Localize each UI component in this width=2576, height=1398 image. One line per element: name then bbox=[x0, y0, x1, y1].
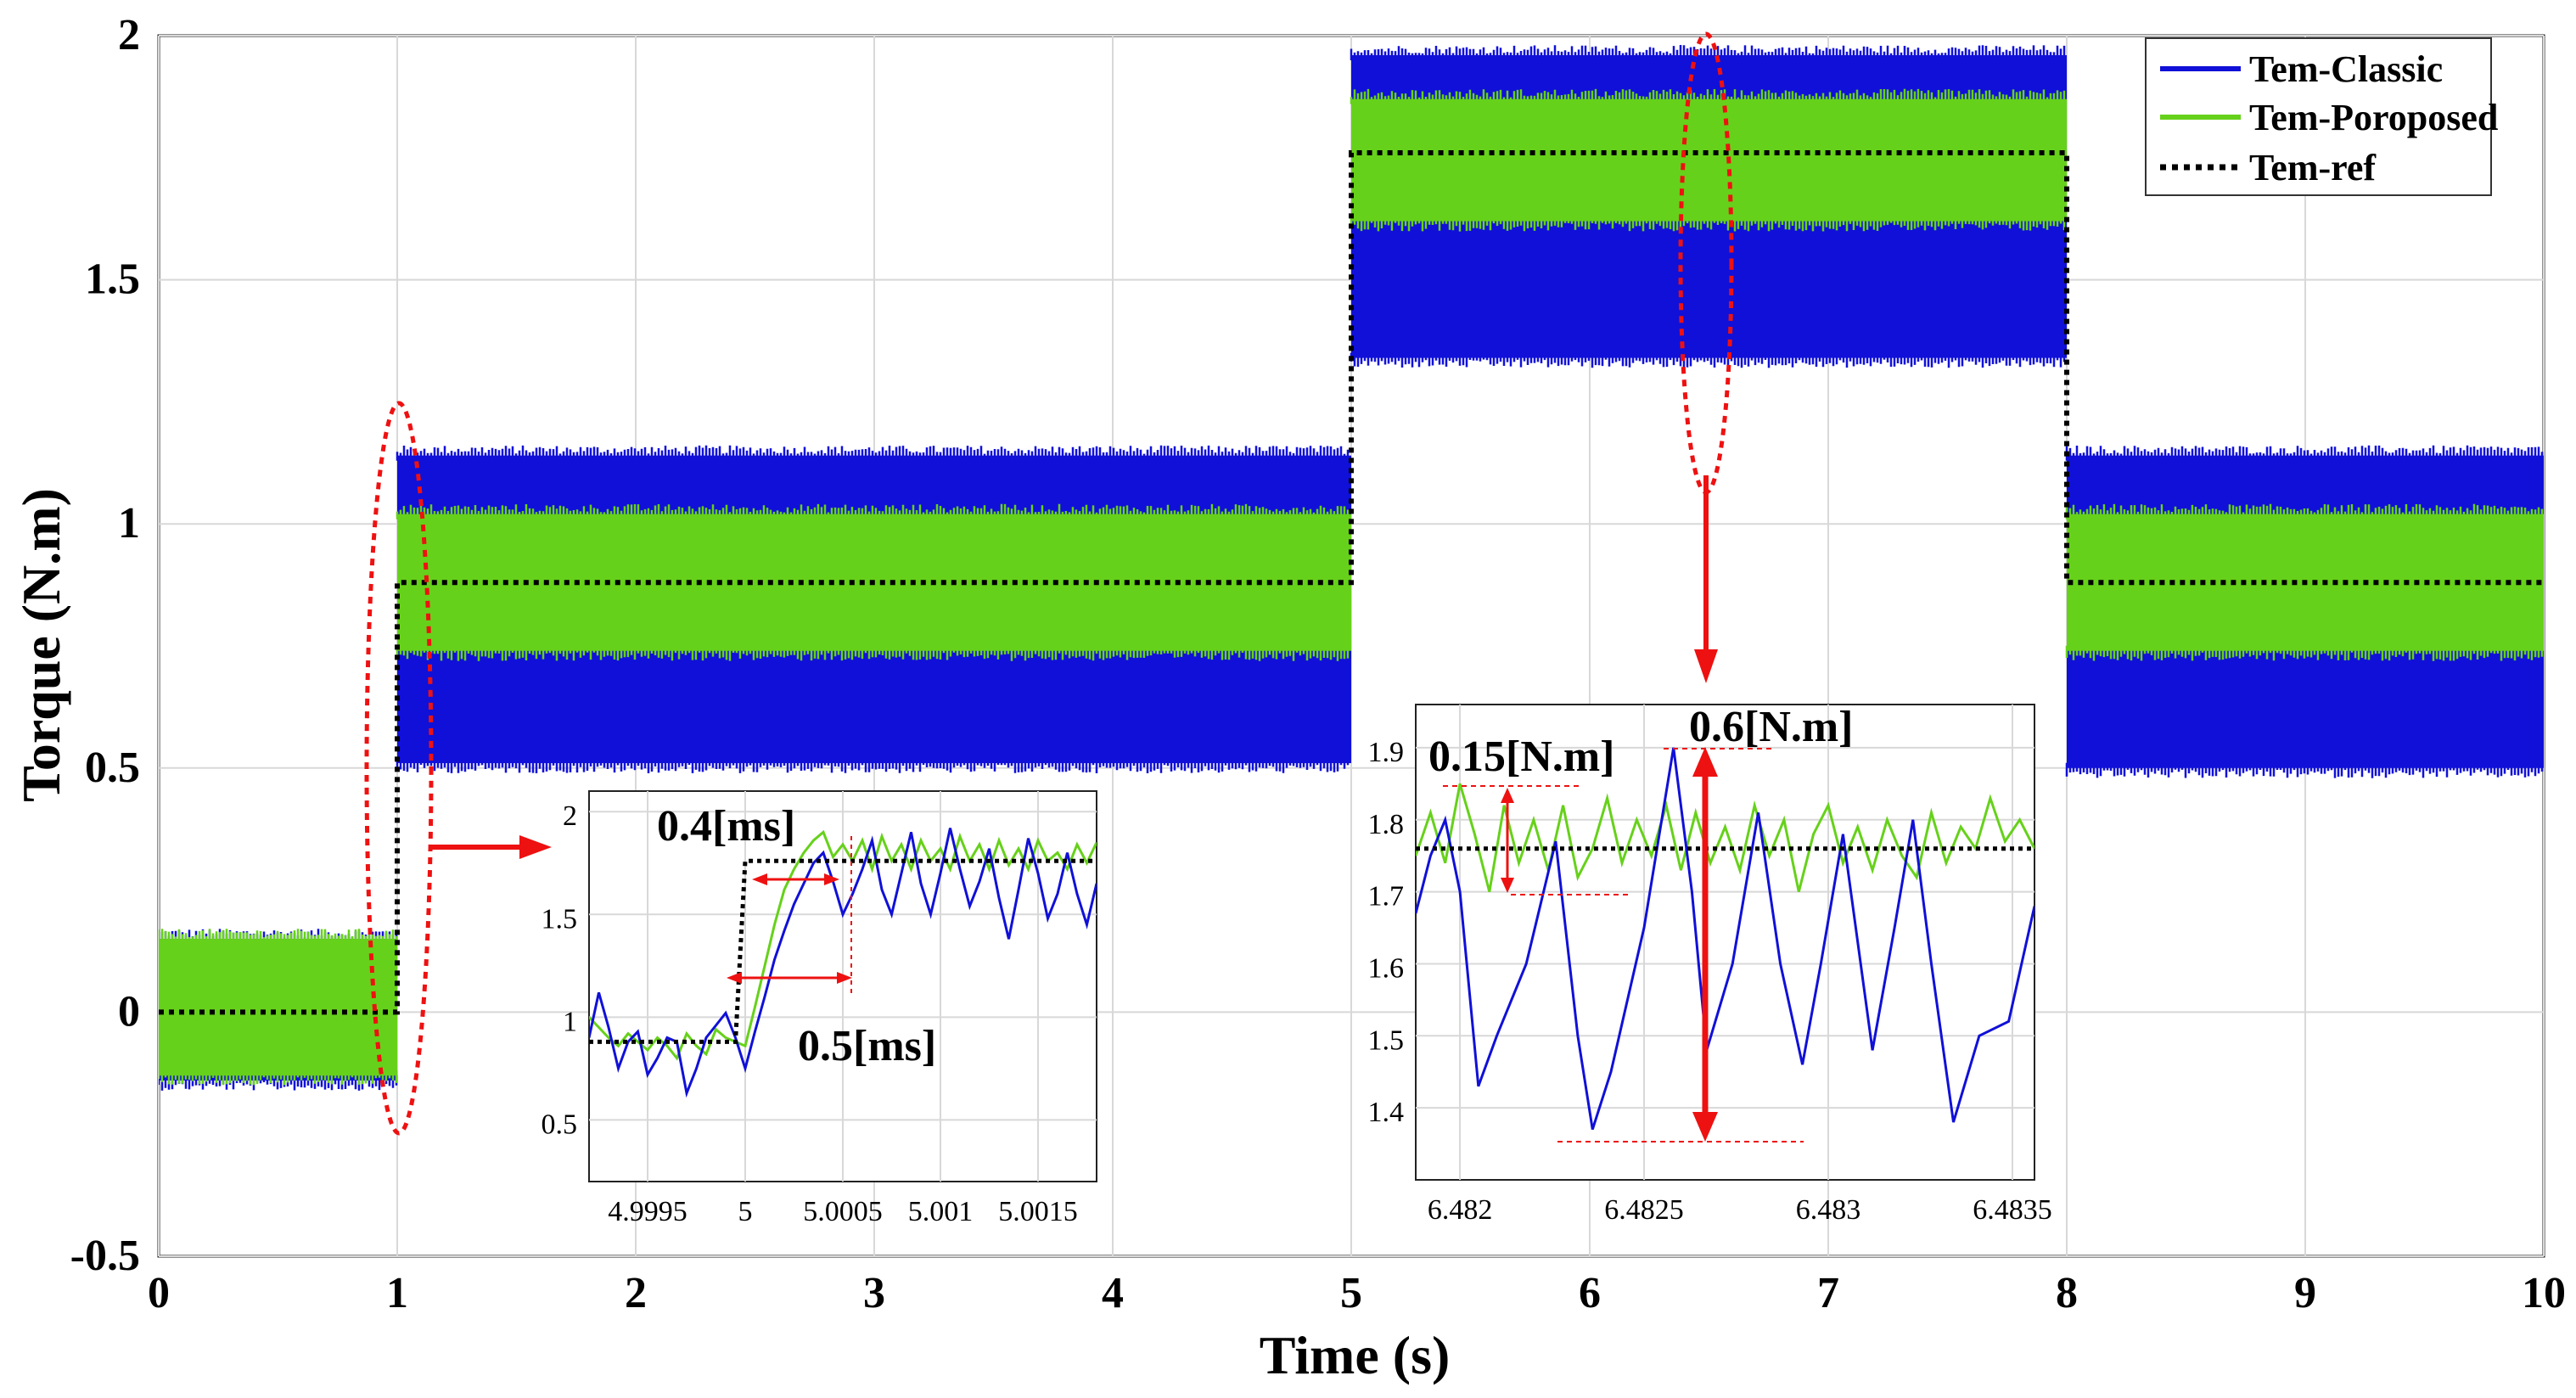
x-axis-label: Time (s) bbox=[1260, 1325, 1451, 1385]
main-xtick-label: 9 bbox=[2294, 1269, 2316, 1317]
proposed-band-2 bbox=[1351, 98, 2067, 222]
main-xtick-label: 1 bbox=[386, 1269, 408, 1317]
main-ytick-label: -0.5 bbox=[70, 1232, 140, 1280]
main-ytick-label: 0 bbox=[118, 987, 140, 1036]
inset-2-ytick-label: 1.8 bbox=[1368, 809, 1405, 840]
main-xtick-label: 8 bbox=[2056, 1269, 2078, 1317]
main-xtick-label: 5 bbox=[1340, 1269, 1362, 1317]
inset-2-plot-area bbox=[1415, 704, 2035, 1181]
inset-2-xtick-label: 6.4835 bbox=[1973, 1194, 2052, 1226]
inset-1-grid bbox=[589, 791, 1097, 1182]
main-xtick-label: 4 bbox=[1102, 1269, 1124, 1317]
inset-2-ytick-label: 1.7 bbox=[1368, 881, 1405, 912]
inset-2-xtick-label: 6.483 bbox=[1796, 1194, 1861, 1226]
inset-2-proposed-line bbox=[1416, 783, 2034, 892]
annotation-0-15nm: 0.15[N.m] bbox=[1428, 733, 1615, 781]
annotation-0-4ms: 0.4[ms] bbox=[657, 802, 795, 851]
main-xtick-label: 0 bbox=[148, 1269, 170, 1317]
arrow-to-inset-2 bbox=[1694, 475, 1718, 683]
inset-2-ytick-label: 1.4 bbox=[1368, 1097, 1405, 1128]
y-axis-label: Torque (N.m) bbox=[11, 488, 71, 802]
inset-1-annotations: 0.4[ms] 0.5[ms] bbox=[657, 802, 936, 1070]
main-xtick-label: 2 bbox=[625, 1269, 647, 1317]
main-tick-labels: 0 1 2 3 4 5 6 7 8 9 10-0.500.511.52 bbox=[70, 11, 2566, 1317]
legend-label-proposed: Tem-Poroposed bbox=[2249, 97, 2498, 138]
inset-1-xtick-label: 5 bbox=[738, 1196, 753, 1227]
main-series-bands bbox=[159, 45, 2544, 1091]
annotation-0-6nm: 0.6[N.m] bbox=[1689, 703, 1854, 751]
proposed-band-0 bbox=[159, 939, 397, 1076]
main-ytick-label: 2 bbox=[118, 11, 140, 59]
inset-2-ytick-label: 1.9 bbox=[1368, 737, 1405, 768]
inset-1-xtick-label: 4.9995 bbox=[608, 1196, 687, 1227]
inset-1-ytick-label: 1 bbox=[563, 1006, 577, 1037]
main-ytick-label: 1 bbox=[118, 499, 140, 547]
inset-1-series bbox=[589, 828, 1097, 1098]
proposed-ripple-0 bbox=[159, 929, 398, 1086]
inset-2-ytick-label: 1.5 bbox=[1368, 1025, 1405, 1056]
main-ytick-label: 0.5 bbox=[85, 744, 140, 792]
arrow-to-inset-1 bbox=[429, 835, 552, 859]
inset-2-annotations: 0.15[N.m] 0.6[N.m] bbox=[1428, 703, 1854, 1143]
inset-1-xtick-label: 5.001 bbox=[908, 1196, 974, 1227]
inset-1-classic-line bbox=[589, 828, 1097, 1098]
ref-series-line bbox=[159, 150, 2544, 1015]
annotation-0-5ms: 0.5[ms] bbox=[798, 1022, 936, 1070]
inset-2-xtick-label: 6.482 bbox=[1428, 1194, 1493, 1226]
classic-ripple-2 bbox=[1350, 45, 2066, 368]
inset-1-xtick-label: 5.0005 bbox=[803, 1196, 883, 1227]
main-xtick-label: 7 bbox=[1817, 1269, 1839, 1317]
inset-1-ytick-label: 2 bbox=[563, 800, 577, 832]
proposed-ripple-1 bbox=[396, 503, 1350, 661]
main-xtick-label: 6 bbox=[1579, 1269, 1601, 1317]
inset-2-tick-labels: 6.482 6.4825 6.483 6.4835 1.4 1.5 1.6 1.7 1.8 1.9 bbox=[1368, 737, 2052, 1226]
main-ytick-label: 1.5 bbox=[85, 255, 140, 304]
legend-label-ref: Tem-ref bbox=[2249, 147, 2377, 188]
inset-1-tick-labels: 4.9995 5 5.0005 5.001 5.0015 0.5 1 1.5 2 bbox=[542, 800, 1078, 1227]
main-xtick-label: 10 bbox=[2522, 1269, 2566, 1317]
inset-2-xtick-label: 6.4825 bbox=[1604, 1194, 1684, 1226]
legend-label-classic: Tem-Classic bbox=[2249, 48, 2443, 90]
main-xtick-label: 3 bbox=[863, 1269, 885, 1317]
inset-1-xtick-label: 5.0015 bbox=[998, 1196, 1078, 1227]
inset-2-ytick-label: 1.6 bbox=[1368, 952, 1405, 984]
inset-1-ytick-label: 0.5 bbox=[542, 1109, 578, 1140]
inset-1-ref-line bbox=[589, 858, 1097, 1044]
zoom-ellipse-step bbox=[364, 401, 434, 1136]
main-ref-series bbox=[159, 150, 2544, 1015]
legend: Tem-Classic Tem-Poroposed Tem-ref bbox=[2145, 37, 2498, 196]
proposed-ripple-2 bbox=[1350, 88, 2066, 232]
inset-1-ytick-label: 1.5 bbox=[542, 903, 578, 935]
classic-ripple-1 bbox=[396, 445, 1350, 773]
